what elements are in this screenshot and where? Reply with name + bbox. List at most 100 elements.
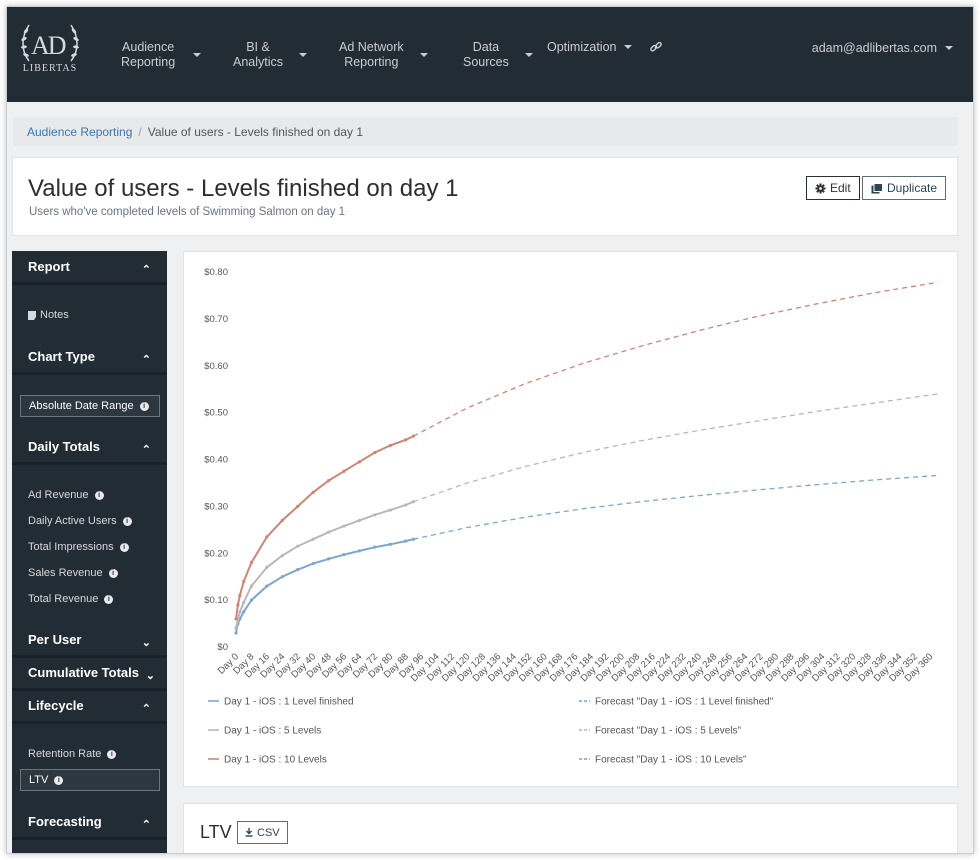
download-icon xyxy=(245,828,253,837)
sidebar-item-total-impressions[interactable]: Total Impressions i xyxy=(28,541,129,553)
chevron-up-icon: ⌃ xyxy=(141,703,151,715)
legend-label[interactable]: Forecast "Day 1 - iOS : 1 Level finished… xyxy=(595,697,774,708)
sidebar-item-daily-active-users[interactable]: Daily Active Users i xyxy=(28,515,132,527)
breadcrumb-separator: / xyxy=(138,124,142,139)
data-point xyxy=(357,518,362,523)
chart-type-label: Absolute Date Range xyxy=(29,400,134,412)
sidebar-item-label: Total Impressions xyxy=(28,541,114,553)
ltv-table-card: LTV CSV xyxy=(183,803,958,853)
data-point xyxy=(357,460,362,464)
chart-type-absolute-date-range[interactable]: Absolute Date Range i xyxy=(20,395,160,417)
sidebar-item-label: Total Revenue xyxy=(28,593,99,605)
sidebar-item-retention-rate[interactable]: Retention Rate i xyxy=(28,748,117,760)
nav-audience-reporting[interactable]: Audience Reporting xyxy=(121,7,202,102)
section-header-forecasting[interactable]: Forecasting ⌃ xyxy=(12,806,167,840)
chevron-up-icon: ⌃ xyxy=(141,264,151,276)
info-icon: i xyxy=(107,749,117,759)
section-header-report[interactable]: Report ⌃ xyxy=(12,251,167,285)
legend-label[interactable]: Forecast "Day 1 - iOS : 5 Levels" xyxy=(595,726,741,737)
data-point xyxy=(404,438,408,442)
duplicate-button[interactable]: Duplicate xyxy=(862,176,947,200)
chart-card: $0 $0.10 $0.20 $0.30 $0.40 $0.50 $0.60 $0.70 $0.… xyxy=(183,251,958,787)
logo-text-top: AD xyxy=(31,31,67,60)
page-title: Value of users - Levels finished on day … xyxy=(28,175,459,202)
chevron-down-icon: ⌄ xyxy=(145,670,155,682)
data-point xyxy=(357,549,362,553)
csv-button-label: CSV xyxy=(257,826,280,839)
section-title: Cumulative Totals xyxy=(28,665,140,680)
data-point xyxy=(249,561,254,565)
y-tick-label: $0.70 xyxy=(204,314,228,325)
data-point xyxy=(236,603,240,607)
edit-button[interactable]: Edit xyxy=(806,176,860,200)
data-point xyxy=(404,539,408,543)
nav-label: BI & Analytics xyxy=(233,39,284,69)
logo[interactable]: AD LIBERTAS xyxy=(17,17,83,79)
section-title: Per User xyxy=(28,632,82,647)
caret-down-icon xyxy=(193,52,202,57)
user-email: adam@adlibertas.com xyxy=(811,41,937,55)
data-point xyxy=(265,584,269,588)
sidebar-item-label: Daily Active Users xyxy=(28,515,117,527)
csv-download-button[interactable]: CSV xyxy=(237,821,288,844)
sidebar-item-notes[interactable]: Notes xyxy=(28,309,69,321)
series-line xyxy=(413,393,939,503)
sidebar-item-total-revenue[interactable]: Total Revenue i xyxy=(28,593,114,605)
section-header-chart-type[interactable]: Chart Type ⌃ xyxy=(12,341,167,375)
page-subtitle: Users who've completed levels of Swimmin… xyxy=(29,206,346,218)
nav-optimization[interactable]: Optimization xyxy=(547,7,633,87)
breadcrumb-current: Value of users - Levels finished on day … xyxy=(147,124,363,139)
y-tick-label: $0.40 xyxy=(204,455,228,466)
data-point xyxy=(242,579,246,583)
y-tick-label: $0.60 xyxy=(204,361,228,372)
edit-button-label: Edit xyxy=(830,181,851,195)
legend-label[interactable]: Day 1 - iOS : 5 Levels xyxy=(224,726,321,737)
laurel-icon xyxy=(21,24,79,62)
nav-bi-analytics[interactable]: BI & Analytics xyxy=(233,7,308,102)
legend-label[interactable]: Forecast "Day 1 - iOS : 10 Levels" xyxy=(595,755,747,766)
legend-label[interactable]: Day 1 - iOS : 10 Levels xyxy=(224,755,327,766)
copy-icon xyxy=(871,182,883,193)
nav-data-sources[interactable]: Data Sources xyxy=(463,7,533,102)
section-header-per-user[interactable]: Per User ⌄ xyxy=(12,624,167,658)
chevron-up-icon: ⌃ xyxy=(141,819,151,831)
series-line xyxy=(235,538,414,634)
sidebar-item-label: Sales Revenue xyxy=(28,567,103,579)
nav-label: Optimization xyxy=(547,39,617,54)
data-point xyxy=(342,553,346,557)
data-point xyxy=(326,557,331,561)
nav-ad-network-reporting[interactable]: Ad Network Reporting xyxy=(339,7,428,102)
y-tick-label: $0.80 xyxy=(204,267,228,278)
data-point xyxy=(238,610,242,614)
top-navbar: AD LIBERTAS Audience Reporting BI & Anal… xyxy=(7,7,973,102)
series-line xyxy=(413,281,939,437)
data-point xyxy=(265,565,269,569)
breadcrumb: Audience Reporting / Value of users - Le… xyxy=(13,117,958,146)
data-point xyxy=(388,542,392,546)
sidebar-item-ad-revenue[interactable]: Ad Revenue i xyxy=(28,489,104,501)
user-menu[interactable]: adam@adlibertas.com xyxy=(812,41,953,55)
section-title: Report xyxy=(28,259,70,274)
section-header-daily-totals[interactable]: Daily Totals ⌃ xyxy=(12,431,167,465)
series-line xyxy=(235,435,414,620)
data-point xyxy=(388,508,392,512)
info-icon: i xyxy=(104,594,114,604)
nav-link-icon-button[interactable] xyxy=(649,7,663,87)
sidebar-item-label: LTV xyxy=(29,774,49,786)
sidebar-item-ltv[interactable]: LTV i xyxy=(20,769,160,791)
legend-label[interactable]: Day 1 - iOS : 1 Level finished xyxy=(224,697,354,708)
report-sidebar: Report ⌃ Notes Chart Type ⌃ Absolute Dat… xyxy=(12,251,167,853)
data-point xyxy=(234,626,238,630)
breadcrumb-link-audience-reporting[interactable]: Audience Reporting xyxy=(27,124,133,139)
section-header-lifecycle[interactable]: Lifecycle ⌃ xyxy=(12,690,167,724)
sidebar-item-sales-revenue[interactable]: Sales Revenue i xyxy=(28,567,118,579)
caret-down-icon xyxy=(299,52,308,57)
nav-label: Ad Network Reporting xyxy=(339,39,404,69)
caret-down-icon xyxy=(624,45,633,49)
sidebar-item-label: Notes xyxy=(40,309,69,321)
section-title: Daily Totals xyxy=(28,439,101,454)
data-point xyxy=(296,504,300,508)
data-point xyxy=(242,610,246,614)
section-header-cumulative-totals[interactable]: Cumulative Totals ⌄ xyxy=(12,657,167,691)
section-title: Lifecycle xyxy=(28,698,84,713)
